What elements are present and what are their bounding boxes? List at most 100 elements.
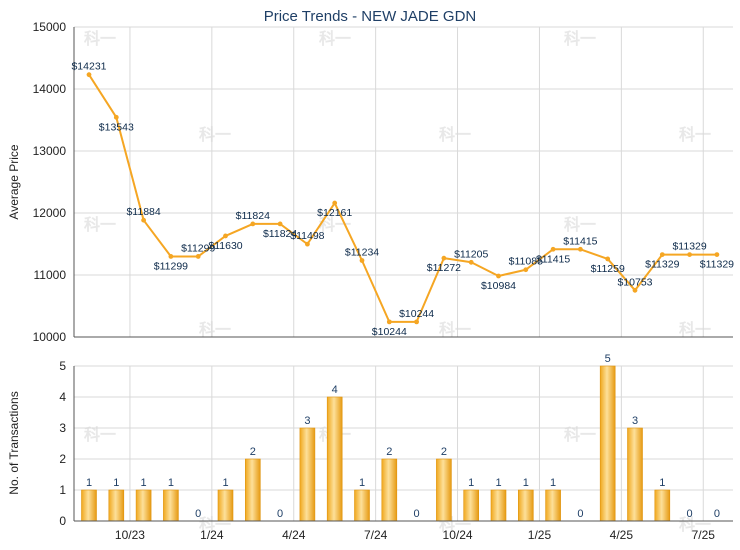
- price-point: [523, 267, 529, 273]
- price-series-line: [88, 74, 717, 323]
- price-axis-label: Average Price: [7, 144, 21, 219]
- price-point: [659, 252, 665, 258]
- price-data-label: $11498: [290, 230, 324, 242]
- price-point: [305, 241, 310, 247]
- price-data-label: $11299: [154, 260, 188, 272]
- transactions-bar: [81, 489, 97, 522]
- transactions-data-label: 0: [714, 508, 720, 520]
- price-data-label: $10984: [481, 280, 516, 292]
- transactions-bar: [299, 427, 316, 522]
- price-point: [223, 233, 228, 239]
- transactions-bar: [627, 427, 643, 522]
- transactions-data-label: 0: [687, 508, 693, 520]
- transactions-data-label: 1: [550, 477, 556, 489]
- price-data-label: $10244: [372, 326, 407, 338]
- price-data-label: $11205: [454, 248, 488, 260]
- watermark-text: 科一: [199, 320, 231, 339]
- transactions-bar: [436, 458, 452, 522]
- price-panel: 10000 11000 12000 13000 14000 15000 $14231 $135…: [33, 20, 735, 344]
- price-data-label: $11630: [208, 240, 242, 252]
- transactions-panel: 0 1 2 3 4 5 1 1 1 1 0 1 2 0 3 4 1 2 0 2 1 1 1 1 0 5 3 1 0 0 10/23 1/24 4…: [59, 353, 733, 542]
- watermark-text: 科一: [564, 29, 596, 48]
- price-data-label: $11884: [126, 206, 160, 218]
- transactions-data-label: 2: [441, 446, 447, 458]
- price-point: [168, 254, 174, 259]
- price-tick-label: 10000: [33, 330, 67, 344]
- watermark-text: 科一: [199, 125, 231, 144]
- transactions-data-label: 1: [168, 477, 174, 489]
- transactions-data-label: 0: [414, 508, 420, 520]
- price-point: [441, 255, 447, 261]
- x-tick-label: 4/25: [610, 528, 634, 542]
- transactions-data-label: 1: [468, 477, 474, 489]
- x-tick-label: 10/23: [115, 528, 145, 542]
- transactions-bar: [381, 458, 398, 522]
- transactions-bar: [545, 489, 561, 522]
- transactions-data-label: 4: [332, 384, 338, 396]
- price-point: [113, 114, 119, 120]
- transactions-data-label: 5: [605, 353, 611, 365]
- price-point: [141, 217, 147, 223]
- transactions-data-label: 0: [577, 508, 583, 520]
- price-point: [386, 319, 392, 325]
- price-data-label: $11824: [263, 228, 297, 240]
- price-tick-label: 12000: [33, 206, 67, 220]
- x-tick-label: 4/24: [282, 528, 306, 542]
- transactions-data-label: 3: [304, 415, 310, 427]
- price-data-label: $11085: [509, 256, 543, 268]
- price-data-label: $13543: [99, 121, 134, 133]
- price-point: [250, 221, 256, 227]
- transactions-data-label: 1: [495, 477, 501, 489]
- transactions-bar: [135, 489, 152, 522]
- transactions-bar: [654, 489, 671, 522]
- x-tick-label: 7/25: [692, 528, 716, 542]
- price-data-label: $11259: [591, 263, 625, 275]
- watermark-text: 科一: [679, 125, 711, 144]
- price-point: [687, 252, 692, 258]
- transactions-data-label: 0: [195, 508, 201, 520]
- x-tick-label: 7/24: [364, 528, 388, 542]
- watermark-text: 科一: [564, 425, 596, 444]
- transactions-tick-label: 4: [59, 390, 66, 404]
- transactions-data-label: 2: [250, 446, 256, 458]
- transactions-data-label: 3: [632, 415, 638, 427]
- chart-title: Price Trends - NEW JADE GDN: [264, 8, 477, 25]
- x-tick-label: 1/24: [200, 528, 224, 542]
- transactions-tick-label: 5: [59, 359, 66, 373]
- price-data-label: $11329: [700, 259, 734, 271]
- x-tick-label: 1/25: [528, 528, 552, 542]
- price-point: [496, 273, 501, 279]
- transactions-tick-label: 3: [59, 421, 66, 435]
- transactions-bar: [463, 489, 480, 522]
- price-point: [359, 258, 365, 263]
- watermark-text: 科一: [439, 125, 471, 144]
- price-point: [195, 254, 201, 259]
- transactions-data-label: 1: [113, 477, 119, 489]
- transactions-data-label: 1: [659, 477, 665, 489]
- transactions-tick-label: 1: [59, 483, 66, 497]
- transactions-bar: [217, 489, 234, 522]
- price-data-label: $11824: [236, 210, 270, 222]
- price-data-label: $11329: [645, 259, 679, 271]
- watermark-text: 科一: [564, 215, 596, 234]
- price-data-label: $11234: [345, 246, 379, 258]
- transactions-bar: [517, 489, 534, 522]
- transactions-bar: [599, 365, 616, 522]
- watermark-text: 科一: [319, 29, 351, 48]
- price-data-label: $11415: [563, 235, 597, 247]
- transactions-bar: [245, 458, 261, 522]
- transactions-bar: [108, 489, 125, 522]
- price-data-label: $11415: [536, 253, 570, 265]
- price-point: [714, 252, 720, 258]
- transactions-data-label: 1: [86, 477, 92, 489]
- watermark-text: 科一: [84, 215, 116, 234]
- price-point: [86, 72, 92, 78]
- price-data-label: $10753: [617, 276, 652, 288]
- price-data-label: $14231: [71, 61, 106, 73]
- price-tick-label: 11000: [34, 268, 67, 282]
- transactions-bar: [326, 396, 343, 522]
- price-data-label: $11329: [672, 241, 706, 253]
- price-point: [414, 319, 419, 325]
- price-data-label: $11299: [181, 242, 215, 254]
- price-point: [605, 256, 611, 262]
